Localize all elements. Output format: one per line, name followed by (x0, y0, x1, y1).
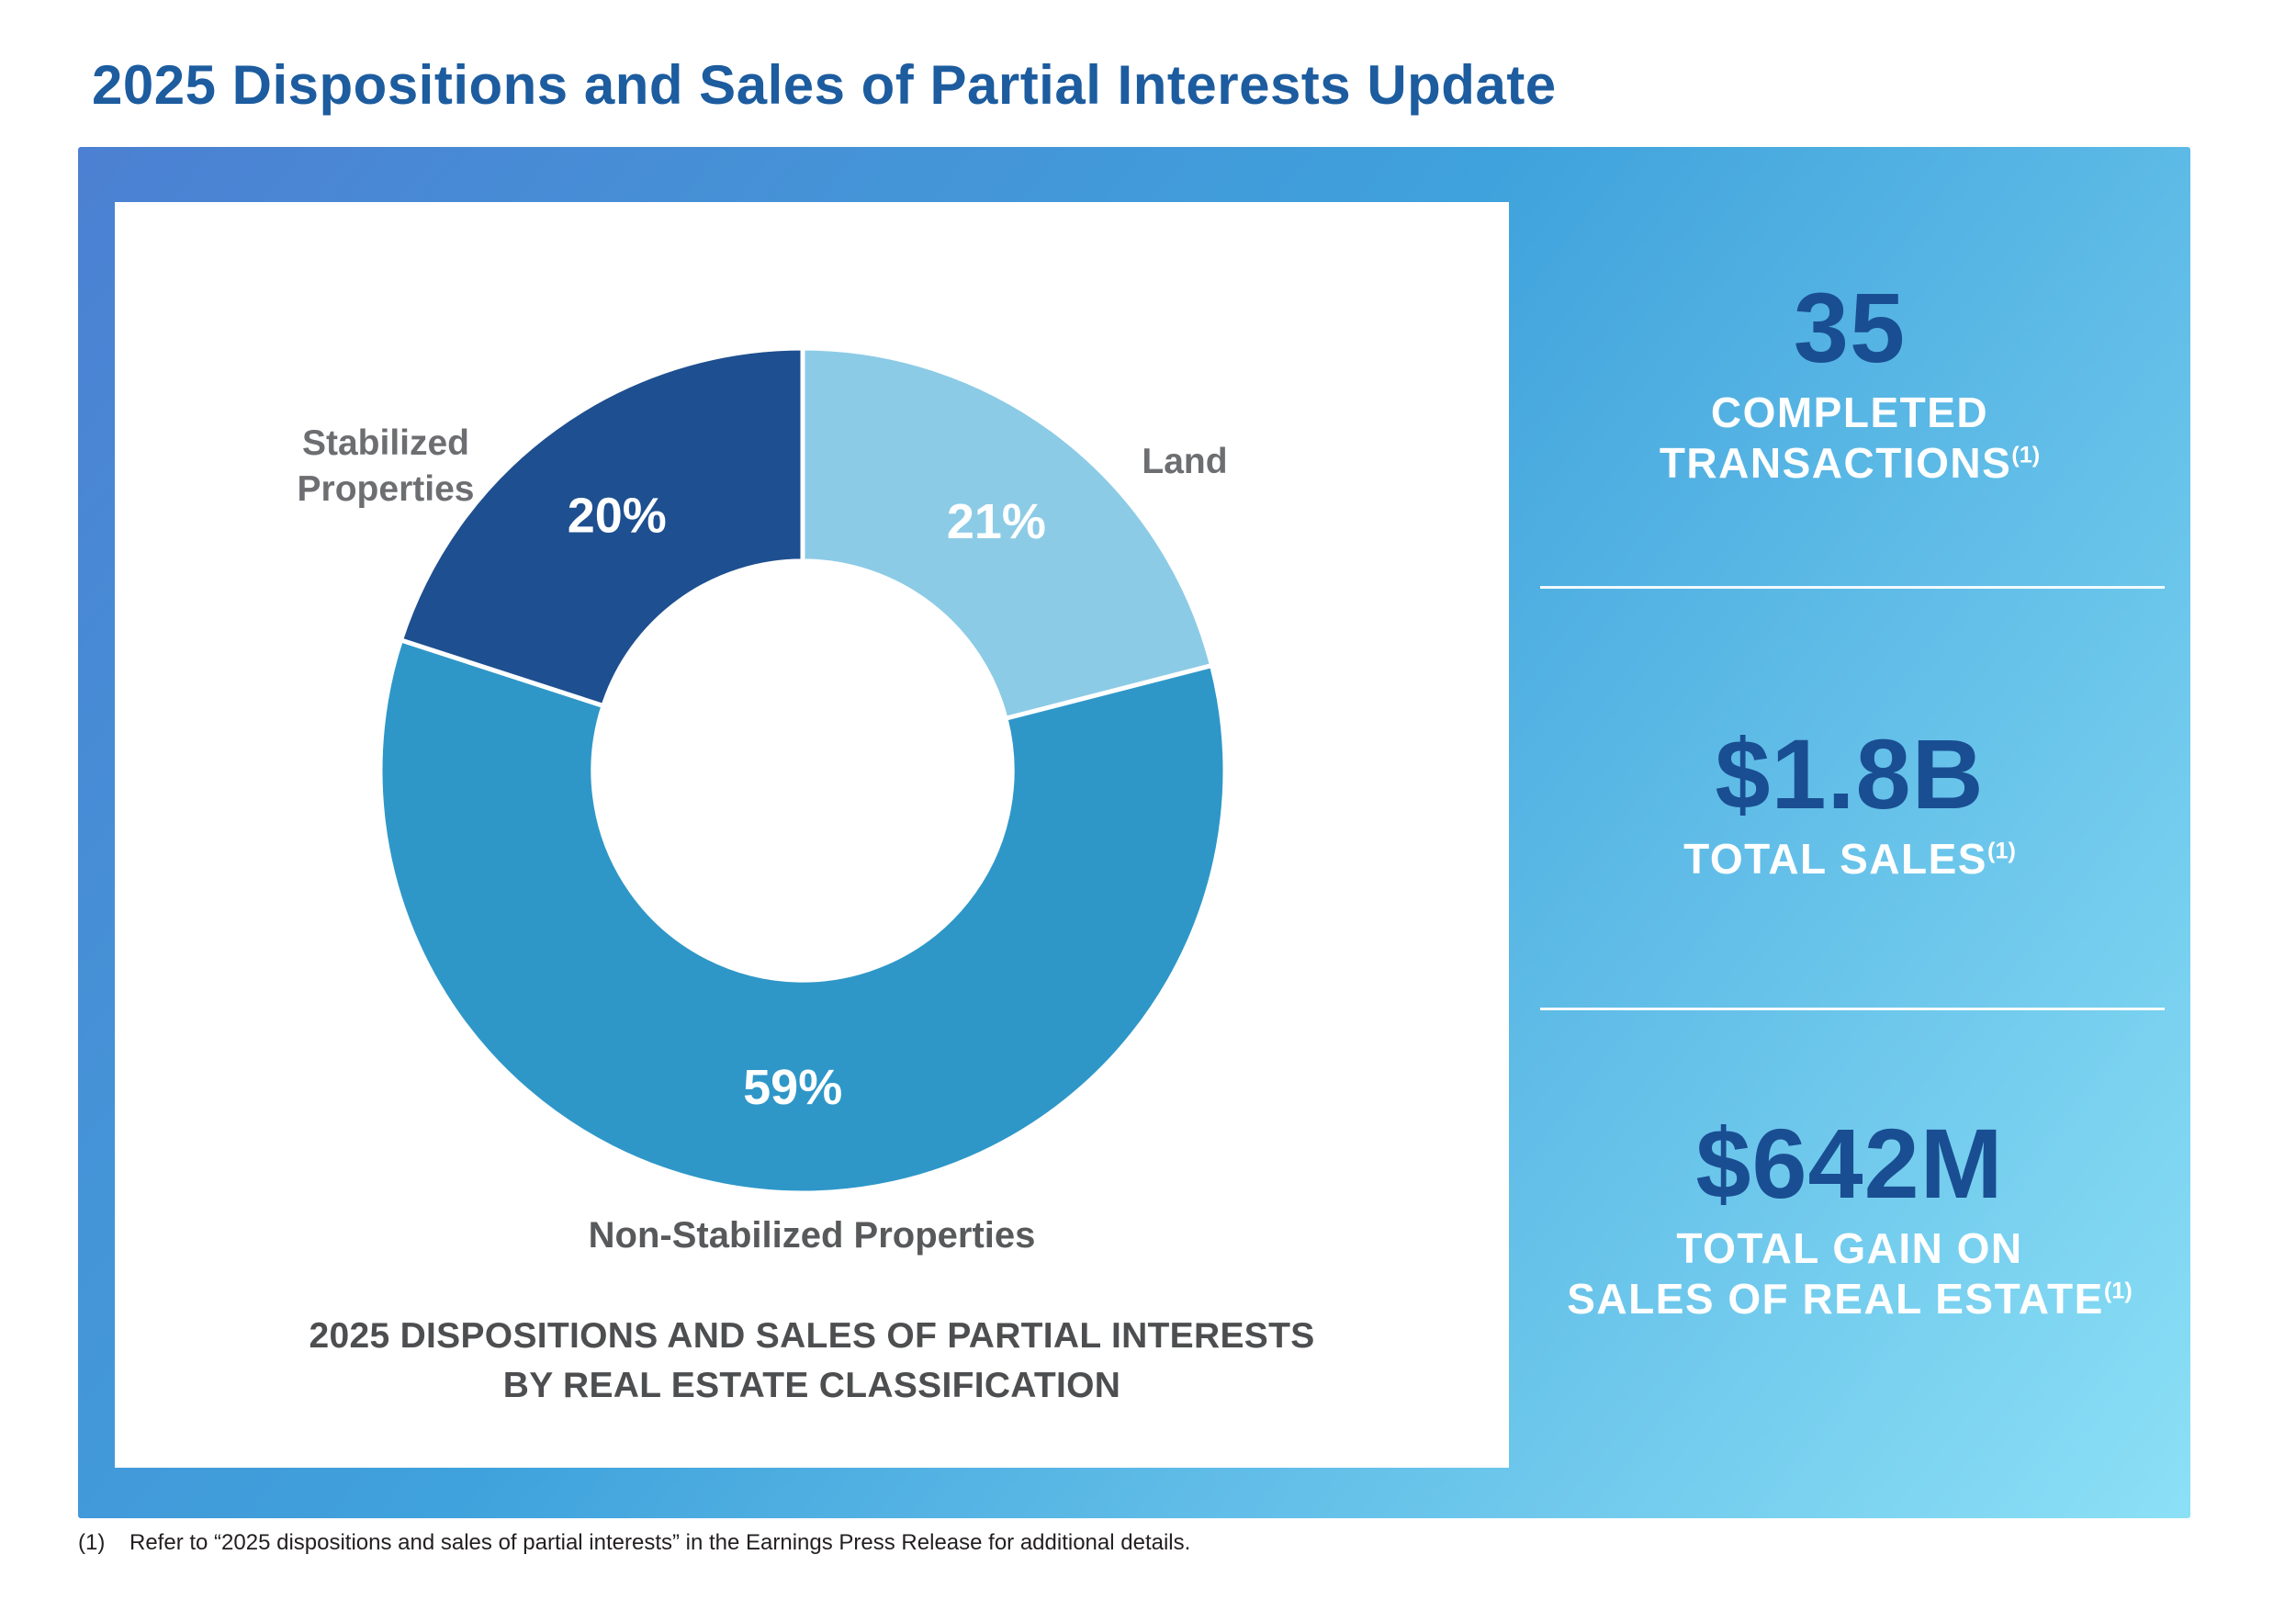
stat-total-gain: $642M TOTAL GAIN ON SALES OF REAL ESTATE… (1533, 1108, 2167, 1325)
page-title: 2025 Dispositions and Sales of Partial I… (92, 54, 1557, 117)
donut-percent-label: 20% (568, 489, 667, 544)
stats-divider (1540, 586, 2165, 589)
footnote-text: Refer to “2025 dispositions and sales of… (129, 1530, 1191, 1555)
stat-value: 35 (1793, 272, 1907, 383)
stats-divider (1540, 1008, 2165, 1010)
callout-line: Stabilized (301, 423, 470, 463)
donut-segment-2 (399, 345, 805, 708)
callout-non-stabilized-properties: Non-Stabilized Properties (588, 1215, 1036, 1256)
donut-segment-1 (377, 637, 1228, 1196)
stat-value: $642M (1695, 1108, 2004, 1219)
stat-label-line: TOTAL SALES (1683, 835, 1987, 884)
footnote-marker: (1) (1986, 838, 2016, 864)
stat-label: TOTAL GAIN ON SALES OF REAL ESTATE(1) (1533, 1223, 2167, 1324)
stat-value: $1.8B (1715, 718, 1985, 829)
stat-completed-transactions: 35 COMPLETED TRANSACTIONS(1) (1533, 272, 2167, 490)
footnote-marker: (1) (2103, 1279, 2133, 1305)
stat-label: COMPLETED TRANSACTIONS(1) (1533, 388, 2167, 489)
stat-total-sales: $1.8B TOTAL SALES(1) (1533, 718, 2167, 884)
donut-percent-label: 21% (947, 494, 1046, 549)
donut-segment-0 (800, 345, 1215, 721)
donut-percent-label: 59% (743, 1060, 842, 1115)
donut-chart: 21% 59% 20% (377, 345, 1228, 1196)
stat-label-line: TOTAL GAIN ON (1676, 1224, 2023, 1273)
footnote: (1) Refer to “2025 dispositions and sales… (78, 1530, 1190, 1556)
gradient-card: 21% 59% 20% Stabilized Properties Land Non… (78, 147, 2190, 1518)
callout-line: Properties (297, 468, 475, 509)
callout-stabilized-properties: Stabilized Properties (234, 421, 537, 513)
footnote-marker: (1) (78, 1530, 106, 1555)
chart-caption: 2025 DISPOSITIONS AND SALES OF PARTIAL I… (115, 1312, 1509, 1411)
chart-caption-line-2: BY REAL ESTATE CLASSIFICATION (502, 1365, 1121, 1405)
donut-chart-panel: 21% 59% 20% Stabilized Properties Land Non… (115, 202, 1509, 1468)
callout-land: Land (1142, 442, 1228, 481)
stat-label-line: TRANSACTIONS (1659, 439, 2012, 488)
chart-caption-line-1: 2025 DISPOSITIONS AND SALES OF PARTIAL I… (309, 1316, 1315, 1356)
footnote-marker: (1) (2011, 443, 2041, 469)
stat-label: TOTAL SALES(1) (1533, 834, 2167, 884)
stat-label-line: COMPLETED (1710, 389, 1989, 437)
stats-column: 35 COMPLETED TRANSACTIONS(1) $1.8B TOTAL… (1509, 147, 2190, 1518)
stat-label-line: SALES OF REAL ESTATE (1567, 1275, 2104, 1324)
